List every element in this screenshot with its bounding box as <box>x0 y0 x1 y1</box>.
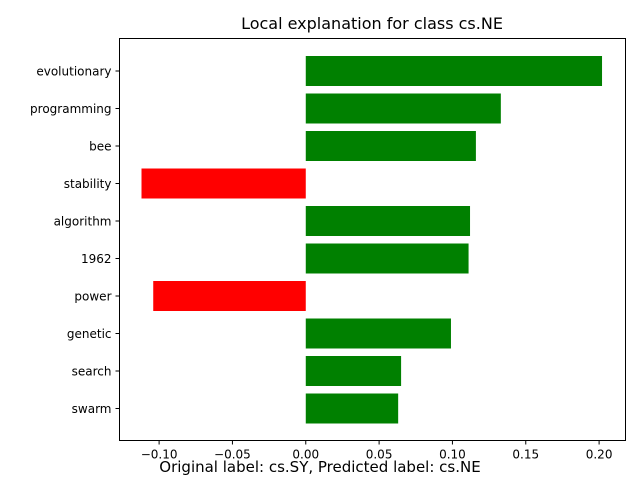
x-axis-ticks: −0.10 −0.05 0.00 0.05 0.10 0.15 0.20 <box>141 440 613 462</box>
x-tick-label: 0.20 <box>586 448 613 462</box>
bar-evolutionary <box>305 56 603 86</box>
x-tick-label: −0.05 <box>214 448 251 462</box>
bar-algorithm <box>305 206 471 236</box>
plot-frame <box>119 38 626 441</box>
bar-1962 <box>305 243 469 274</box>
y-axis-ticks: evolutionary programming bee stability algor… <box>30 65 120 416</box>
bar-programming <box>305 93 501 124</box>
bar-power <box>153 281 306 311</box>
y-tick-label: bee <box>89 140 111 154</box>
prediction-caption: Original label: cs.SY, Predicted label: … <box>159 458 481 476</box>
chart-title: Local explanation for class cs.NE <box>241 14 503 33</box>
x-tick-label: 0.10 <box>439 448 466 462</box>
y-tick-label: genetic <box>67 327 112 341</box>
y-tick-label: evolutionary <box>36 65 111 79</box>
bar-swarm <box>305 393 399 424</box>
x-tick-label: −0.10 <box>141 448 178 462</box>
x-tick-label: 0.15 <box>512 448 539 462</box>
x-tick-label: 0.05 <box>366 448 393 462</box>
y-tick-label: search <box>72 365 112 379</box>
y-tick-label: swarm <box>72 402 112 416</box>
y-tick-label: power <box>74 290 111 304</box>
y-tick-label: 1962 <box>81 252 112 266</box>
bar-genetic <box>305 318 451 349</box>
bar-stability <box>141 168 306 199</box>
bar-bee <box>305 131 476 161</box>
bar-search <box>305 356 402 386</box>
x-tick-label: 0.00 <box>292 448 319 462</box>
y-tick-label: programming <box>30 102 111 116</box>
y-tick-label: algorithm <box>54 215 112 229</box>
y-tick-label: stability <box>64 177 112 191</box>
bars-group <box>141 56 603 424</box>
